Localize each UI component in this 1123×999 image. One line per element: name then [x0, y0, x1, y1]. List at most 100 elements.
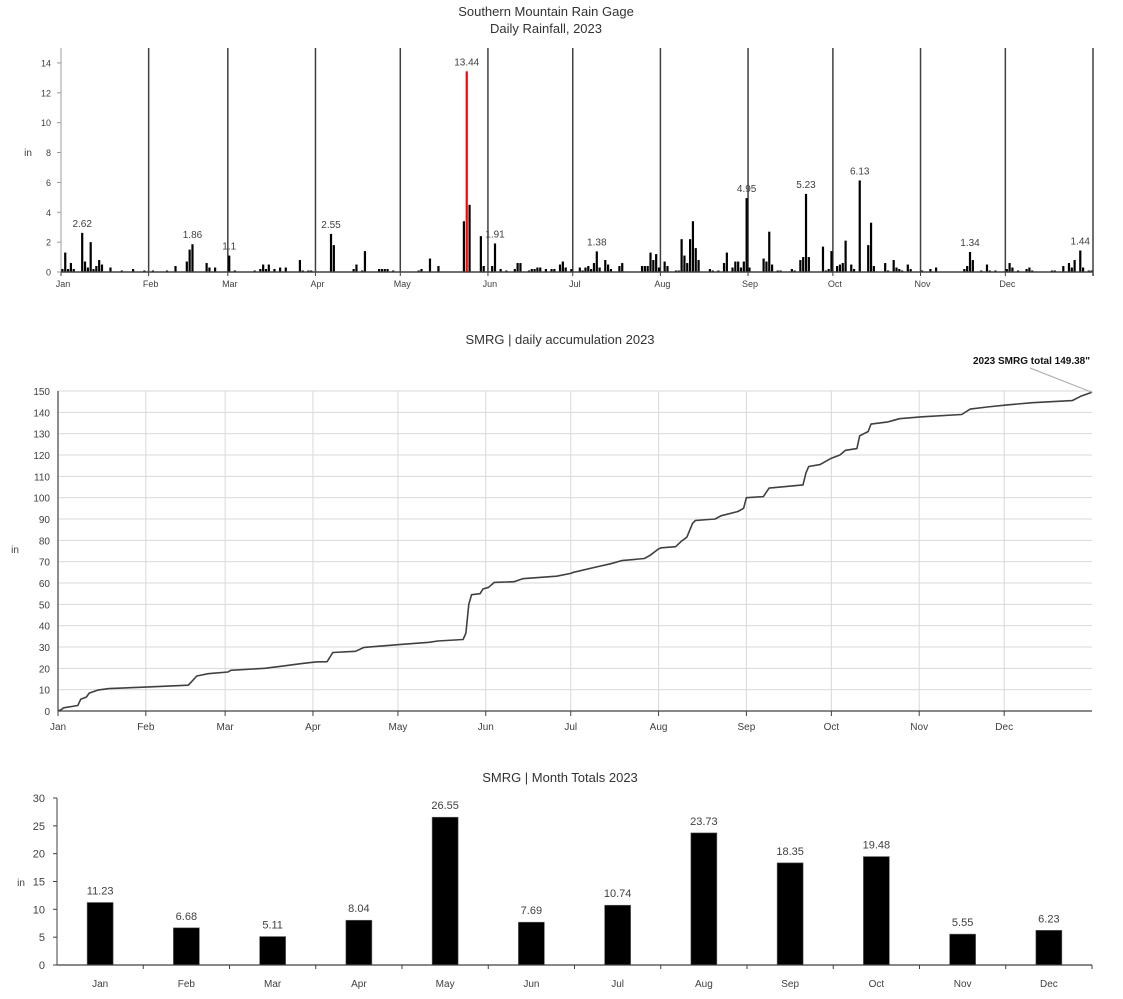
- data-label: 2.62: [72, 219, 92, 230]
- daily-bar: [584, 267, 587, 272]
- y-tick-label: 80: [39, 536, 51, 547]
- daily-bar: [898, 269, 901, 272]
- daily-bar: [428, 258, 432, 272]
- x-tick-label: Oct: [824, 722, 840, 733]
- x-tick-label: Nov: [954, 979, 972, 990]
- y-tick-label: 60: [39, 579, 51, 590]
- daily-bar: [86, 267, 89, 272]
- daily-bar: [264, 269, 268, 272]
- daily-bar: [892, 260, 895, 272]
- daily-bar: [267, 264, 270, 272]
- daily-bar: [536, 267, 539, 272]
- daily-bar: [109, 267, 112, 272]
- daily-bar: [906, 264, 909, 272]
- highlight-bar: [465, 71, 468, 273]
- y-tick-label: 110: [34, 472, 50, 483]
- daily-bar: [352, 269, 355, 272]
- daily-bar: [578, 267, 581, 272]
- data-label: 6.23: [1038, 913, 1059, 925]
- total-annotation: 2023 SMRG total 149.38": [973, 356, 1090, 367]
- data-label: 23.73: [690, 816, 718, 828]
- y-tick-label: 14: [41, 58, 51, 68]
- data-label: 18.35: [776, 846, 804, 858]
- daily-bar: [807, 257, 810, 272]
- daily-rainfall-chart: Southern Mountain Rain Gage Daily Rainfa…: [24, 4, 1094, 289]
- daily-bar: [516, 263, 519, 272]
- daily-bar: [72, 269, 75, 272]
- daily-bar: [971, 260, 974, 272]
- daily-bar: [827, 269, 830, 272]
- x-tick-label: Dec: [1040, 979, 1058, 990]
- daily-bar: [909, 269, 912, 272]
- daily-bar: [1008, 263, 1011, 272]
- x-tick-label: Aug: [695, 979, 713, 990]
- daily-bar: [188, 249, 191, 272]
- daily-bar: [1005, 269, 1008, 272]
- data-label: 1.86: [183, 230, 203, 241]
- daily-bar: [355, 264, 358, 272]
- daily-bar: [790, 269, 793, 272]
- month-bar: [604, 904, 631, 966]
- daily-bar: [731, 267, 734, 272]
- month-bar: [949, 933, 976, 966]
- data-label: 1.1: [222, 242, 236, 253]
- daily-bar: [298, 260, 302, 272]
- daily-bar: [89, 242, 92, 272]
- daily-bar: [95, 266, 98, 272]
- data-label: 1.44: [1071, 236, 1091, 247]
- x-tick-label: Mar: [222, 279, 238, 289]
- daily-bar: [802, 257, 805, 272]
- daily-bar: [652, 260, 655, 272]
- y-tick-label: 25: [33, 821, 45, 833]
- month-bar: [173, 927, 200, 966]
- daily-bar: [770, 264, 774, 272]
- daily-bar: [437, 266, 440, 272]
- x-tick-label: Dec: [999, 279, 1016, 289]
- annotation-leader-line: [1029, 367, 1093, 393]
- daily-bar: [688, 239, 692, 272]
- y-tick-label: 10: [41, 118, 51, 128]
- daily-bar: [739, 267, 743, 272]
- y-tick-label: 4: [46, 208, 51, 218]
- data-label: 1.38: [587, 237, 607, 248]
- accumulation-line: [57, 391, 1093, 712]
- x-tick-label: Jul: [611, 979, 624, 990]
- y-axis-label: in: [11, 545, 19, 556]
- daily-bar: [1025, 269, 1028, 272]
- data-label: 5.11: [262, 920, 283, 932]
- daily-bar: [884, 263, 887, 272]
- daily-bar: [657, 267, 661, 272]
- daily-bar: [804, 193, 808, 272]
- daily-bar: [765, 261, 768, 272]
- y-axis-label: in: [17, 878, 25, 889]
- daily-bar: [604, 260, 607, 272]
- x-tick-label: Jun: [483, 279, 498, 289]
- daily-bar: [836, 266, 839, 272]
- x-tick-label: May: [388, 722, 407, 733]
- daily-bar: [734, 261, 737, 272]
- daily-bar: [737, 261, 740, 272]
- daily-bar: [259, 269, 262, 272]
- daily-bar: [533, 269, 536, 272]
- data-label: 13.44: [454, 57, 479, 68]
- daily-bar: [539, 267, 542, 272]
- daily-bar: [131, 269, 135, 272]
- daily-bar: [83, 261, 87, 272]
- daily-bar: [929, 269, 932, 272]
- daily-bar: [666, 266, 669, 272]
- daily-bar: [663, 261, 666, 272]
- daily-bar: [380, 269, 384, 272]
- daily-bar: [691, 221, 695, 272]
- daily-bar: [420, 269, 423, 272]
- data-label: 26.55: [431, 800, 459, 812]
- daily-bar: [499, 269, 502, 272]
- daily-bar: [708, 269, 711, 272]
- data-label: 19.48: [863, 840, 891, 852]
- daily-bar: [858, 180, 861, 272]
- x-tick-label: Jun: [523, 979, 539, 990]
- daily-bar: [646, 266, 649, 272]
- daily-bar: [748, 267, 751, 272]
- data-label: 1.91: [485, 229, 505, 240]
- y-tick-label: 150: [33, 387, 50, 398]
- x-tick-label: Feb: [143, 279, 159, 289]
